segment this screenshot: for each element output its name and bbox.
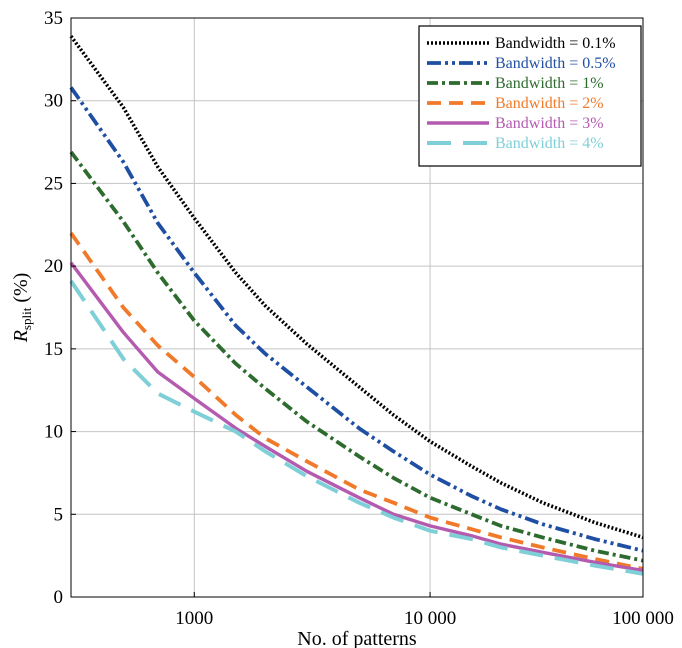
x-tick-label: 10 000 <box>404 608 456 629</box>
series-line <box>69 35 644 540</box>
y-axis-ticks: 0 5 10 15 20 25 30 35 <box>44 8 76 608</box>
legend-label: Bandwidth = 0.1% <box>495 35 616 52</box>
legend-label: Bandwidth = 3% <box>495 115 604 132</box>
y-tick-label: 0 <box>54 587 64 608</box>
legend-label: Bandwidth = 1% <box>495 75 604 92</box>
y-axis-title-subscript: split <box>19 307 34 330</box>
y-tick-label: 5 <box>54 504 64 525</box>
legend-label: Bandwidth = 2% <box>495 95 604 112</box>
legend: Bandwidth = 0.1% Bandwidth = 0.5% Bandwidt… <box>418 25 642 167</box>
plot-frame <box>70 17 644 598</box>
series-line <box>69 279 644 576</box>
y-tick-label: 20 <box>44 256 63 277</box>
y-tick-label: 25 <box>44 173 63 194</box>
y-axis-title-main: R <box>10 330 32 343</box>
series-line <box>69 86 644 553</box>
legend-label: Bandwidth = 0.5% <box>495 55 616 72</box>
series-line <box>69 150 644 563</box>
grid-lines <box>71 18 643 597</box>
y-tick-label: 30 <box>44 91 63 112</box>
x-tick-label: 1000 <box>175 608 213 629</box>
y-tick-label: 35 <box>44 8 63 29</box>
y-axis-title-suffix: (%) <box>10 273 32 308</box>
series-line <box>69 232 644 571</box>
series-lines <box>69 35 644 576</box>
y-tick-label: 10 <box>44 422 63 443</box>
legend-label: Bandwidth = 4% <box>495 135 604 152</box>
series-line <box>69 261 644 573</box>
x-tick-label: 100 000 <box>612 608 674 629</box>
legend-box <box>418 25 642 167</box>
y-tick-label: 15 <box>44 339 63 360</box>
x-axis-ticks: 1000 10 000 100 000 <box>175 592 674 629</box>
y-axis-title: Rsplit (%) <box>10 273 34 344</box>
x-axis-title: No. of patterns <box>297 628 417 648</box>
